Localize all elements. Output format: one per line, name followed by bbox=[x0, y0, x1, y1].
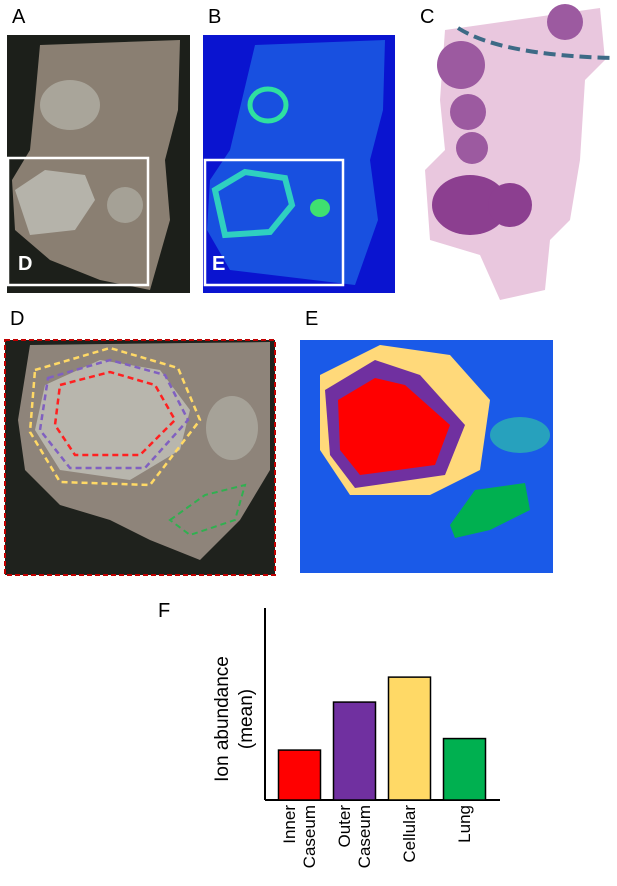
panel-label: E bbox=[305, 308, 319, 330]
hotspot bbox=[490, 417, 550, 453]
granuloma bbox=[547, 4, 583, 40]
lesion bbox=[206, 396, 258, 460]
panel-label: A bbox=[12, 6, 26, 28]
inset-box bbox=[203, 158, 345, 287]
x-tick-label: Lung bbox=[454, 805, 474, 843]
x-tick-label: Cellular bbox=[399, 805, 419, 863]
bar bbox=[332, 701, 377, 801]
inset-label: D bbox=[18, 253, 33, 275]
inner-caseum-region bbox=[338, 378, 450, 475]
lesion bbox=[40, 80, 100, 130]
panel-label: F bbox=[158, 600, 171, 622]
panel-label: C bbox=[420, 6, 435, 28]
contour bbox=[168, 483, 247, 537]
dashed-line bbox=[456, 26, 613, 60]
x-tick-label: Inner Caseum bbox=[279, 805, 319, 869]
inset-box bbox=[6, 156, 150, 287]
y-axis-label: Ion abundance (mean) bbox=[212, 656, 257, 782]
contour bbox=[38, 358, 190, 470]
lesion bbox=[15, 170, 95, 235]
x-tick-label: Outer Caseum bbox=[334, 805, 374, 869]
bar bbox=[277, 749, 322, 801]
granuloma bbox=[437, 41, 485, 89]
lesion bbox=[107, 187, 143, 223]
panel-label: D bbox=[10, 308, 25, 330]
lesion bbox=[310, 199, 330, 217]
lesion bbox=[247, 86, 289, 124]
bar bbox=[387, 676, 432, 801]
lesion bbox=[211, 168, 296, 239]
granuloma bbox=[488, 183, 532, 227]
bar bbox=[442, 737, 487, 801]
lung-region bbox=[450, 483, 530, 538]
lesion bbox=[35, 360, 190, 480]
inset-label: E bbox=[212, 253, 226, 275]
panel-label: B bbox=[208, 6, 222, 28]
granuloma bbox=[450, 94, 486, 130]
granuloma bbox=[456, 132, 488, 164]
granuloma bbox=[432, 175, 508, 235]
contour bbox=[53, 370, 177, 457]
